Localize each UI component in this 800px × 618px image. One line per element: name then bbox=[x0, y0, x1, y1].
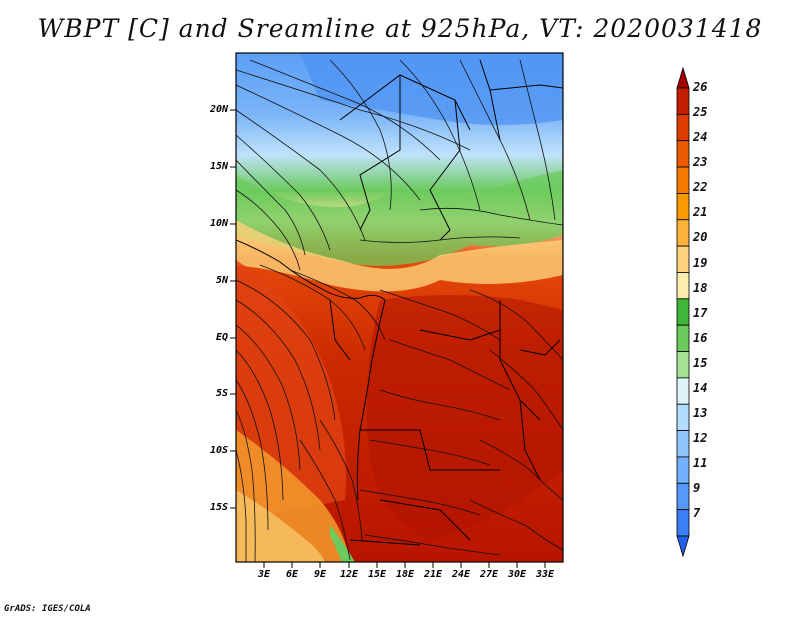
lat-label-5n: 5N bbox=[215, 275, 228, 286]
lat-ticks bbox=[230, 109, 236, 509]
colorbar-label: 18 bbox=[693, 281, 708, 295]
lon-label-15e: 15E bbox=[367, 569, 387, 580]
colorbar-label: 25 bbox=[693, 105, 708, 119]
colorbar-label: 17 bbox=[693, 306, 708, 320]
colorbar-segment bbox=[676, 430, 690, 458]
map-frame bbox=[235, 52, 564, 563]
colorbar-label: 13 bbox=[693, 406, 708, 420]
lon-label-9e: 9E bbox=[313, 569, 327, 580]
colorbar-segment bbox=[676, 298, 690, 326]
colorbar-segment bbox=[676, 140, 690, 168]
colorbar-segment bbox=[676, 245, 690, 273]
colorbar-label: 20 bbox=[693, 230, 708, 244]
colorbar-segment bbox=[676, 219, 690, 247]
lon-label-33e: 33E bbox=[535, 569, 555, 580]
colorbar-segment bbox=[676, 351, 690, 379]
lon-label-6e: 6E bbox=[285, 569, 299, 580]
shading-details bbox=[236, 53, 563, 562]
colorbar-segment bbox=[676, 272, 690, 300]
lon-label-24e: 24E bbox=[451, 569, 471, 580]
colorbar-label: 14 bbox=[693, 381, 708, 395]
lat-label-10s: 10S bbox=[209, 445, 228, 456]
colorbar-segment bbox=[676, 509, 690, 537]
colorbar-segment bbox=[676, 113, 690, 142]
colorbar-label: 16 bbox=[693, 331, 708, 345]
lat-label-10n: 10N bbox=[209, 218, 228, 229]
colorbar-label: 24 bbox=[693, 130, 708, 144]
colorbar-label: 9 bbox=[693, 481, 701, 495]
colorbar-segment bbox=[676, 403, 690, 431]
lat-label-15n: 15N bbox=[209, 161, 228, 172]
chart-title: WBPT [C] and Sreamline at 925hPa, VT: 20… bbox=[37, 14, 763, 43]
colorbar-label: 19 bbox=[693, 256, 708, 270]
lon-ticks bbox=[263, 562, 546, 568]
colorbar-segment bbox=[676, 193, 690, 221]
lon-label-3e: 3E bbox=[257, 569, 271, 580]
colorbar-label: 12 bbox=[693, 431, 708, 445]
colorbar-segment bbox=[676, 456, 690, 484]
credit-text: GrADS: IGES/COLA bbox=[4, 604, 91, 614]
colorbar-label: 21 bbox=[693, 205, 708, 219]
colorbar-segment bbox=[676, 324, 690, 352]
colorbar-label: 23 bbox=[693, 155, 708, 169]
colorbar-segment bbox=[676, 377, 690, 405]
lon-label-30e: 30E bbox=[507, 569, 527, 580]
colorbar bbox=[676, 66, 690, 558]
colorbar-label: 22 bbox=[693, 180, 708, 194]
lat-label-20n: 20N bbox=[209, 104, 228, 115]
colorbar-segment bbox=[676, 166, 690, 194]
lat-label-eq: EQ bbox=[215, 332, 228, 343]
colorbar-segment bbox=[676, 482, 690, 511]
colorbar-label: 15 bbox=[693, 356, 708, 370]
colorbar-label: 26 bbox=[693, 80, 708, 94]
lat-label-15s: 15S bbox=[209, 502, 228, 513]
colorbar-bottom-arrow bbox=[676, 535, 690, 558]
lat-label-5s: 5S bbox=[215, 388, 228, 399]
lon-label-27e: 27E bbox=[479, 569, 499, 580]
lon-label-12e: 12E bbox=[339, 569, 359, 580]
colorbar-label: 11 bbox=[693, 456, 708, 470]
lon-label-21e: 21E bbox=[423, 569, 443, 580]
country-borders bbox=[236, 59, 563, 546]
lon-label-18e: 18E bbox=[395, 569, 415, 580]
colorbar-top-arrow bbox=[676, 66, 690, 89]
colorbar-label: 7 bbox=[693, 506, 701, 520]
colorbar-segment bbox=[676, 87, 690, 115]
